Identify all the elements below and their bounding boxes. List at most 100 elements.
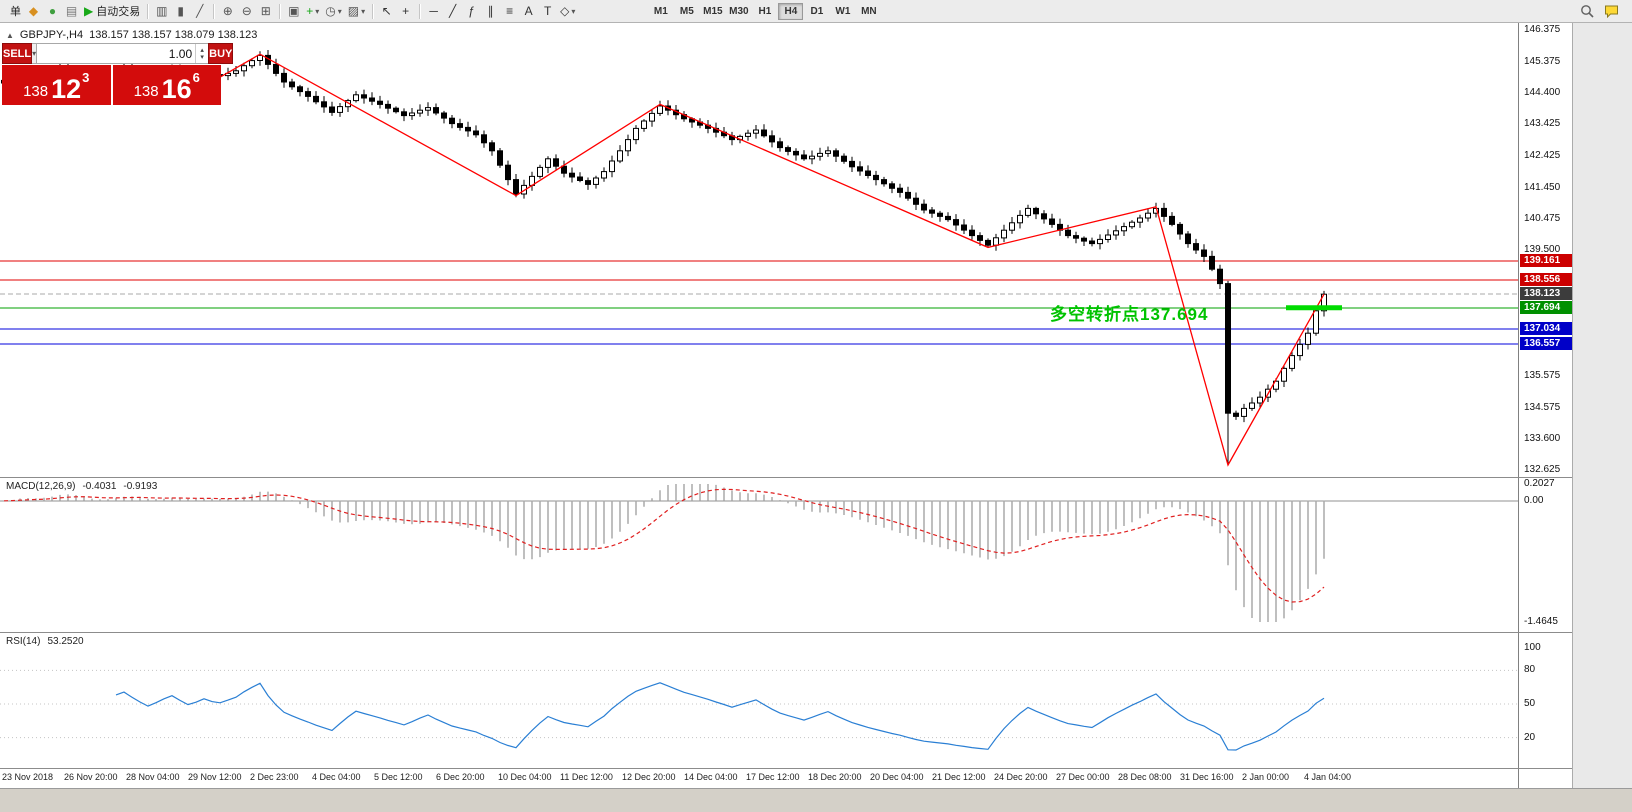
candle — [897, 183, 903, 198]
time-axis-label: 21 Dec 12:00 — [932, 772, 986, 782]
timeframe-button-w1[interactable]: W1 — [835, 5, 851, 17]
volume-dropdown[interactable]: ▾ — [32, 43, 38, 64]
zoom-out-icon[interactable]: ⊖ — [237, 2, 256, 21]
candle — [297, 84, 303, 97]
bar-chart-icon[interactable]: ▥ — [152, 2, 171, 21]
trendline-icon[interactable]: ╱ — [443, 2, 462, 21]
navigator-icon[interactable]: ▤ — [62, 2, 81, 21]
price-axis-label: 139.500 — [1524, 244, 1561, 255]
trade-panel-controls: SELL ▾ ▴ ▾ BUY — [2, 43, 234, 64]
timeframe-button-m1[interactable]: M1 — [653, 5, 668, 17]
sell-price-point: 3 — [82, 70, 90, 85]
toolbar-separator — [372, 3, 374, 19]
candle — [377, 95, 383, 109]
timeframe-button-h4[interactable]: H4 — [778, 2, 804, 20]
timeframe-button-d1[interactable]: D1 — [810, 5, 824, 17]
periods-icon[interactable]: ◷ ▾ — [322, 2, 345, 21]
price-axis[interactable]: 146.375 145.375 144.400 143.425 142.425 141.4… — [1518, 23, 1572, 788]
candle — [1257, 391, 1263, 409]
stepper-down-icon: ▾ — [200, 53, 204, 61]
candle — [833, 148, 839, 162]
buy-price-figure: 138 — [133, 83, 159, 100]
auto-arrange-icon[interactable]: ▣ — [284, 2, 303, 21]
candle — [537, 164, 543, 179]
sell-button[interactable]: SELL — [2, 43, 33, 64]
candle — [497, 148, 503, 168]
candle — [985, 238, 991, 247]
pivot-point-annotation[interactable]: 多空转折点137.694 — [1050, 305, 1209, 324]
volume-input[interactable] — [37, 44, 196, 63]
candle — [1201, 244, 1207, 262]
candle — [569, 167, 575, 183]
tile-windows-icon[interactable]: ⊞ — [256, 2, 275, 21]
candle — [1217, 264, 1223, 289]
timeframe-button-m30[interactable]: M30 — [729, 5, 749, 17]
candle — [1297, 338, 1303, 361]
zoom-in-icon[interactable]: ⊕ — [218, 2, 237, 21]
candle — [1009, 217, 1015, 234]
hline-icon[interactable]: ─ — [424, 2, 443, 21]
candlestick-chart-icon[interactable]: ▮ — [171, 2, 190, 21]
market-watch-icon-glyph: ● — [48, 4, 57, 18]
metatrader-app-icon[interactable]: ◆ — [24, 2, 43, 21]
search-button[interactable] — [1577, 2, 1597, 21]
timeframe-button-mn[interactable]: MN — [861, 5, 877, 17]
pane-separator[interactable] — [0, 768, 1572, 769]
macd-axis-label: 0.2027 — [1524, 478, 1555, 489]
panel-collapse-icon[interactable]: ▲ — [6, 30, 14, 40]
candle — [305, 87, 311, 102]
indicators-icon[interactable]: + ▾ — [303, 2, 322, 21]
macd-panel[interactable] — [0, 478, 1518, 632]
time-axis-label: 24 Dec 20:00 — [994, 772, 1048, 782]
candle — [1073, 231, 1079, 244]
pane-separator[interactable] — [0, 632, 1572, 633]
line-chart-icon[interactable]: ╱ — [190, 2, 209, 21]
timeframe-button-m15[interactable]: M15 — [703, 5, 723, 17]
text-icon[interactable]: A — [519, 2, 538, 21]
candle — [769, 130, 775, 148]
candle — [457, 118, 463, 131]
new-order-button-label: 单 — [10, 6, 21, 18]
fibonacci-icon[interactable]: ƒ — [462, 2, 481, 21]
rsi-panel[interactable] — [0, 633, 1518, 768]
templates-icon[interactable]: ▨ ▾ — [345, 2, 368, 21]
chevron-down-icon: ▾ — [32, 49, 37, 58]
time-axis-label: 27 Dec 00:00 — [1056, 772, 1110, 782]
cursor-icon[interactable]: ↖ — [377, 2, 396, 21]
buy-price-display[interactable]: 138 16 6 — [112, 65, 221, 105]
candle — [577, 172, 583, 183]
candle — [449, 115, 455, 129]
channel-icon[interactable]: ∥ — [481, 2, 500, 21]
buy-button[interactable]: BUY — [208, 43, 234, 64]
market-watch-icon[interactable]: ● — [43, 2, 62, 21]
autotrading-button[interactable]: ▶ 自动交易 — [81, 2, 143, 21]
price-chart[interactable] — [0, 23, 1518, 477]
periods-icon-glyph: ◷ — [325, 4, 336, 18]
shapes-icon[interactable]: ≡ — [500, 2, 519, 21]
candle — [1057, 218, 1063, 236]
candle — [993, 233, 999, 251]
label-icon[interactable]: T — [538, 2, 557, 21]
candle — [273, 58, 279, 77]
arrow-objects-icon[interactable]: ◇ ▾ — [557, 2, 578, 21]
hline-icon-glyph: ─ — [429, 4, 438, 18]
crosshair-icon[interactable]: + — [396, 2, 415, 21]
support-chat-icon — [1605, 5, 1618, 18]
indicators-icon-glyph: + — [306, 4, 314, 18]
candle — [473, 125, 479, 138]
pane-separator[interactable] — [0, 477, 1572, 478]
timeframe-button-m5[interactable]: M5 — [679, 5, 694, 17]
time-axis-label: 4 Dec 04:00 — [312, 772, 361, 782]
time-axis-label: 10 Dec 04:00 — [498, 772, 552, 782]
sell-price-display[interactable]: 138 12 3 — [2, 65, 111, 105]
support-chat-button[interactable] — [1601, 2, 1622, 21]
toolbar-separator — [419, 3, 421, 19]
candle — [1193, 238, 1199, 254]
time-axis[interactable]: 23 Nov 2018 26 Nov 20:00 28 Nov 04:00 29 No… — [0, 769, 1518, 788]
candle — [401, 108, 407, 122]
candle — [1225, 280, 1231, 465]
candle — [545, 156, 551, 174]
new-order-button[interactable]: 单 — [4, 2, 24, 21]
volume-stepper[interactable]: ▴ ▾ — [195, 44, 208, 63]
timeframe-button-h1[interactable]: H1 — [758, 5, 772, 17]
